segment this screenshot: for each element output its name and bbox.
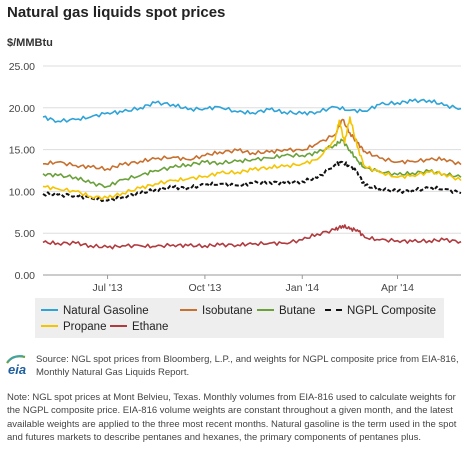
legend-item-isobutane: Isobutane	[180, 305, 253, 317]
footnote: Note: NGL spot prices at Mont Belvieu, T…	[7, 392, 457, 443]
series-line-natural-gasoline	[42, 98, 462, 123]
legend-item-ngpl-composite: NGPL Composite	[325, 305, 436, 317]
series-line-isobutane	[43, 118, 462, 171]
chart-legend: Natural Gasoline Isobutane Butane NGPL C…	[35, 298, 444, 338]
legend-swatch-natural-gasoline	[41, 308, 58, 311]
legend-swatch-isobutane	[180, 308, 197, 311]
eia-logo: eia	[6, 355, 26, 377]
series-line-propane	[42, 116, 462, 201]
legend-label: Isobutane	[202, 305, 253, 317]
y-tick-label: 10.00	[9, 186, 35, 198]
x-tick-label: Jul '13	[93, 282, 123, 294]
x-tick-label: Jan '14	[286, 282, 320, 294]
y-tick-label: 5.00	[15, 228, 36, 240]
legend-swatch-butane	[257, 308, 274, 311]
legend-swatch-ngpl-composite	[325, 308, 342, 311]
legend-swatch-ethane	[110, 324, 127, 327]
y-tick-label: 0.00	[15, 270, 36, 282]
legend-item-butane: Butane	[257, 305, 315, 317]
source-note: Source: NGL spot prices from Bloomberg, …	[36, 354, 459, 378]
series-line-butane	[42, 138, 462, 189]
series-line-ngpl-composite	[42, 160, 462, 203]
line-chart: 0.00 5.00 10.00 15.00 20.00 25.00 Jul '13 Oct '…	[9, 61, 462, 294]
legend-item-ethane: Ethane	[110, 321, 168, 333]
svg-text:eia: eia	[8, 362, 26, 377]
legend-item-propane: Propane	[41, 321, 106, 333]
legend-label: NGPL Composite	[347, 305, 437, 317]
chart-title: Natural gas liquids spot prices	[7, 4, 226, 21]
legend-label: Propane	[63, 321, 107, 333]
legend-label: Butane	[279, 305, 316, 317]
x-tick-label: Apr '14	[381, 282, 414, 294]
y-tick-label: 20.00	[9, 103, 35, 115]
y-tick-label: 25.00	[9, 61, 35, 73]
x-tick-label: Oct '13	[188, 282, 221, 294]
y-tick-label: 15.00	[9, 145, 35, 157]
legend-item-natural-gasoline: Natural Gasoline	[41, 305, 149, 317]
legend-label: Ethane	[132, 321, 169, 333]
legend-label: Natural Gasoline	[63, 305, 149, 317]
legend-swatch-propane	[41, 324, 58, 327]
y-axis-unit-label: $/MMBtu	[7, 37, 53, 49]
series-line-ethane	[42, 224, 462, 250]
